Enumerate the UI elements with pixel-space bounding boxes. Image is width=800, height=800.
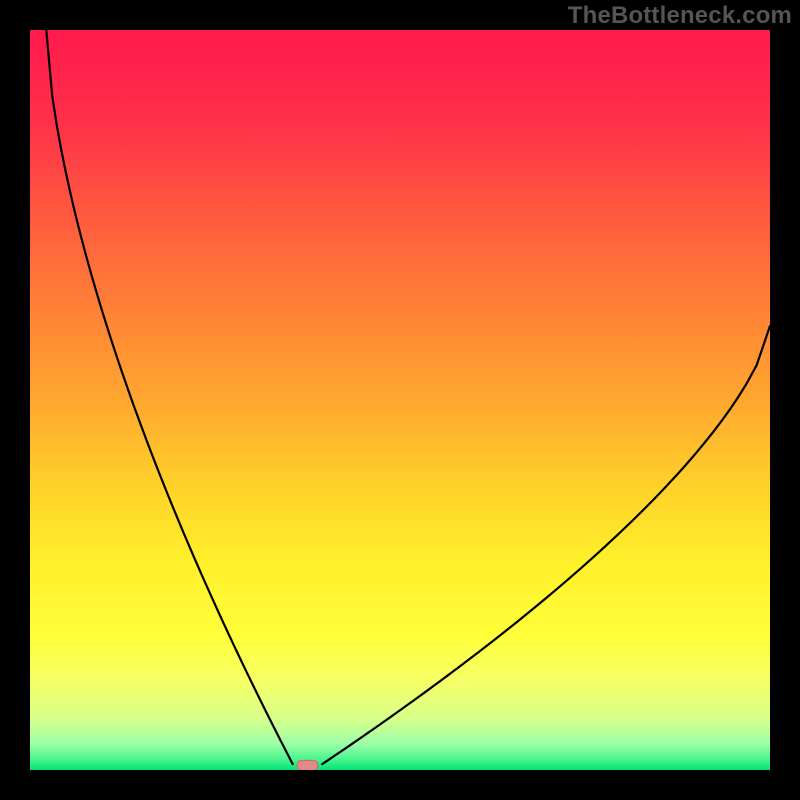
minimum-marker (297, 760, 318, 770)
watermark-text: TheBottleneck.com (568, 2, 792, 30)
plot-area (30, 30, 770, 770)
chart-frame: TheBottleneck.com (0, 0, 800, 800)
plot-svg (30, 30, 770, 770)
gradient-background (30, 30, 770, 770)
